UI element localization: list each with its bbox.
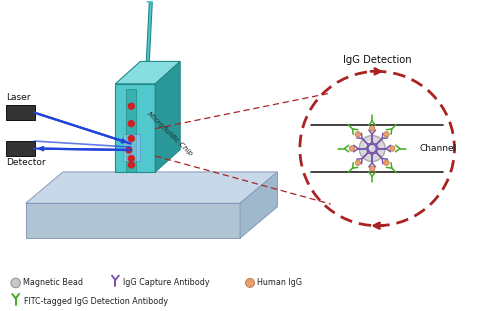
Circle shape xyxy=(384,132,389,137)
Polygon shape xyxy=(146,3,152,61)
Text: IgG Detection: IgG Detection xyxy=(343,55,411,65)
Circle shape xyxy=(128,156,134,161)
Text: Microfluidic Chip: Microfluidic Chip xyxy=(146,111,193,157)
Polygon shape xyxy=(116,61,180,84)
Polygon shape xyxy=(26,172,278,203)
Circle shape xyxy=(11,278,20,288)
Text: Laser: Laser xyxy=(6,93,30,102)
Text: Channel: Channel xyxy=(420,144,457,153)
Circle shape xyxy=(364,141,372,149)
Circle shape xyxy=(390,146,395,151)
Circle shape xyxy=(126,147,132,153)
Circle shape xyxy=(370,126,375,131)
Polygon shape xyxy=(126,89,136,172)
Circle shape xyxy=(355,160,360,165)
Polygon shape xyxy=(6,141,34,156)
Text: IgG Capture Antibody: IgG Capture Antibody xyxy=(124,278,210,287)
Circle shape xyxy=(128,136,134,142)
Polygon shape xyxy=(6,105,34,120)
FancyBboxPatch shape xyxy=(124,134,140,161)
Polygon shape xyxy=(116,84,156,172)
Circle shape xyxy=(246,278,254,287)
Polygon shape xyxy=(26,203,240,238)
Circle shape xyxy=(128,103,134,109)
Text: Magnetic Bead: Magnetic Bead xyxy=(22,278,82,287)
Circle shape xyxy=(355,132,360,137)
Text: FITC-tagged IgG Detection Antibody: FITC-tagged IgG Detection Antibody xyxy=(24,297,168,306)
Circle shape xyxy=(128,162,134,168)
Polygon shape xyxy=(240,172,278,238)
Polygon shape xyxy=(156,61,180,172)
Circle shape xyxy=(384,160,389,165)
Text: Detector: Detector xyxy=(6,159,46,168)
Circle shape xyxy=(128,121,134,127)
Circle shape xyxy=(370,166,375,171)
Text: Human IgG: Human IgG xyxy=(257,278,302,287)
Circle shape xyxy=(350,146,354,151)
Circle shape xyxy=(359,136,385,161)
